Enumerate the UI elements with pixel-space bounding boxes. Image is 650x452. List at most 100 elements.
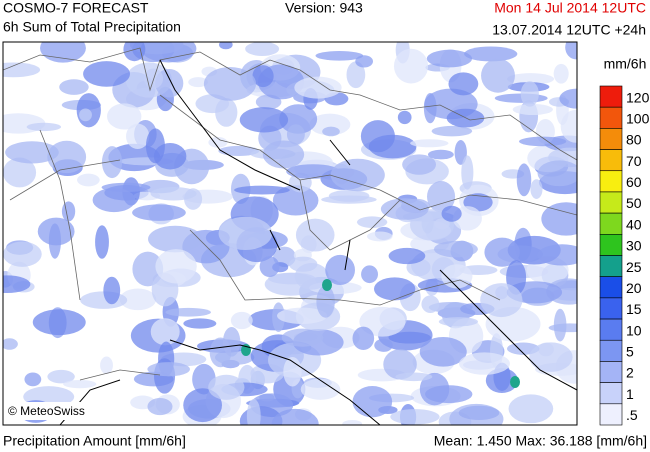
precip-blob — [512, 104, 553, 116]
legend-swatch — [599, 361, 623, 383]
precip-blob — [425, 385, 473, 404]
legend-label: 100 — [626, 110, 650, 126]
precip-blob — [281, 328, 324, 347]
precip-blob — [553, 63, 569, 84]
precip-blob — [63, 379, 97, 389]
precip-blob — [119, 288, 157, 311]
precip-blob — [431, 125, 473, 137]
precip-blob — [3, 338, 18, 350]
precip-blob — [565, 42, 577, 60]
title: COSMO-7 FORECAST — [3, 0, 149, 16]
legend-swatch — [599, 234, 623, 256]
precip-blob — [203, 66, 257, 101]
legend-label: 40 — [626, 216, 642, 232]
precip-blob — [438, 317, 479, 327]
precip-blob — [397, 110, 412, 125]
precip-blob — [126, 123, 150, 150]
legend-swatch — [599, 106, 623, 129]
precip-blob — [123, 42, 146, 62]
precip-blob — [419, 336, 467, 367]
precip-blob — [300, 378, 341, 400]
precip-blob — [361, 265, 379, 284]
precip-blob — [234, 185, 290, 195]
precip-blob — [155, 249, 197, 284]
legend-swatch — [599, 85, 623, 108]
precip-blob — [188, 77, 209, 88]
precip-blob — [426, 181, 456, 213]
precip-blob — [101, 146, 123, 179]
precip-blob — [309, 113, 351, 136]
legend-swatch — [599, 212, 623, 235]
precip-blob — [530, 179, 543, 199]
precip-peak — [510, 376, 520, 388]
precip-blob — [518, 136, 567, 147]
precip-blob — [461, 155, 474, 190]
legend-label: 120 — [626, 89, 650, 105]
precip-blob — [464, 46, 518, 62]
footer-right: Mean: 1.450 Max: 36.188 [mm/6h] — [434, 433, 647, 449]
precip-blob — [279, 104, 318, 134]
precip-blob — [3, 275, 31, 294]
precip-blob — [346, 61, 366, 89]
precip-blob — [47, 369, 75, 384]
precip-blob — [24, 372, 42, 387]
precip-blob — [373, 277, 416, 301]
legend-label: 70 — [626, 153, 642, 169]
precip-blob — [40, 42, 86, 63]
precip-blob — [132, 251, 164, 287]
precip-blob — [356, 216, 388, 228]
precip-blob — [246, 398, 261, 425]
precip-blob — [559, 88, 577, 109]
legend-swatch — [599, 403, 623, 426]
precip-blob — [147, 362, 190, 377]
precip-blob — [79, 108, 92, 122]
precip-blob — [103, 276, 121, 305]
precip-blob — [262, 140, 305, 169]
precip-blob — [183, 318, 217, 329]
precip-blob — [209, 337, 232, 368]
precip-blob — [484, 237, 520, 267]
precip-blob — [560, 109, 577, 143]
precip-blob — [315, 50, 364, 61]
precip-blob — [448, 72, 479, 96]
precip-blob — [77, 173, 100, 187]
precip-blob — [480, 283, 523, 318]
precip-blob — [529, 342, 573, 372]
precip-blob — [359, 306, 406, 337]
precip-blob — [148, 225, 203, 253]
precip-blob — [218, 145, 260, 157]
precip-blob — [277, 307, 328, 325]
precip-blob — [374, 338, 393, 352]
precip-blob — [367, 231, 393, 242]
borders — [3, 47, 577, 381]
precip-blob — [3, 241, 42, 267]
legend-swatch — [599, 382, 623, 405]
precip-blob — [140, 42, 197, 63]
legend-unit: mm/6h — [604, 56, 647, 72]
precip-blob — [520, 81, 539, 107]
legend-swatch — [599, 191, 623, 214]
precip-blob — [352, 326, 375, 351]
precip-blob — [421, 295, 440, 313]
precip-blob — [410, 139, 449, 148]
precip-blob — [402, 154, 437, 175]
precip-blob — [92, 187, 136, 213]
precip-blob — [330, 158, 385, 192]
credit-bg — [5, 402, 100, 420]
legend: 120 100 80 70 60 50 40 30 25 20 15 10 5 2 1 .5 — [599, 85, 650, 426]
precip-blob — [3, 157, 37, 188]
legend-swatch — [599, 339, 623, 362]
precip-blob — [508, 394, 554, 424]
legend-label: 60 — [626, 174, 642, 190]
precip-blob — [360, 120, 395, 153]
legend-label: 25 — [626, 259, 642, 275]
precip-blob — [537, 160, 577, 187]
precip-blob — [286, 124, 305, 145]
precip-blob — [208, 136, 228, 148]
precip-peak — [322, 279, 332, 291]
precip-blob — [26, 122, 62, 132]
precip-blob — [259, 256, 280, 278]
legend-label: 80 — [626, 132, 642, 148]
precip-blob — [294, 262, 329, 290]
